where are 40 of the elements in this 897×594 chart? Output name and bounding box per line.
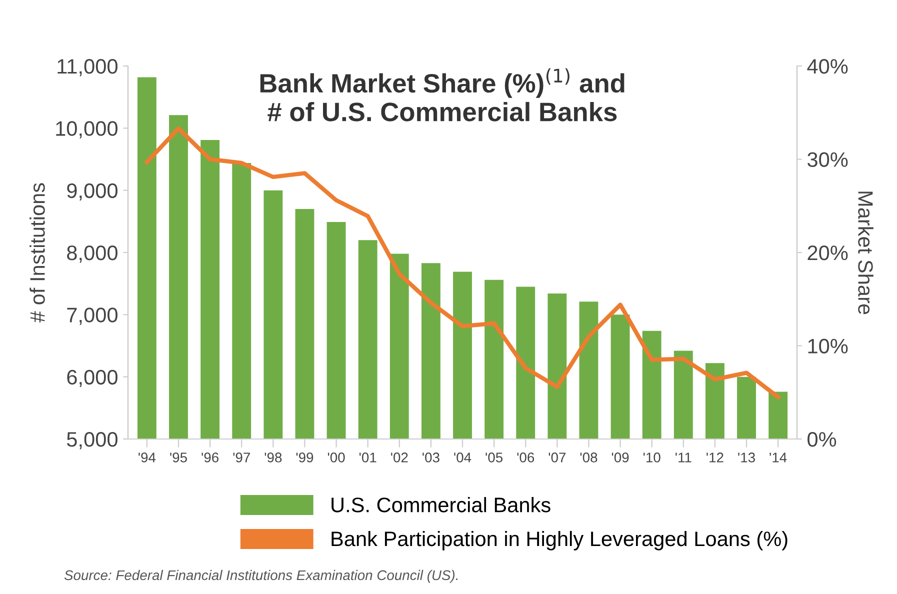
- source-note: Source: Federal Financial Institutions Examination Council (US).: [64, 570, 458, 583]
- y2-tick-label: 40%: [807, 59, 848, 74]
- x-tick-label: '07: [548, 452, 566, 462]
- x-tick-label: '96: [202, 452, 218, 462]
- text: Bank Market Share (%)$^{(1)}$ and # of U.S. Commercial Banks: [260, 68, 624, 122]
- legend-label: U.S. Commercial Banks: [332, 497, 550, 512]
- x-tick-label: '97: [233, 452, 250, 462]
- x-tick-label: '05: [486, 452, 503, 462]
- y2-tick-label: 20%: [808, 246, 848, 260]
- x-tick-label: '13: [738, 452, 755, 462]
- y2-axis-title: Market Share: [858, 192, 874, 314]
- x-tick-label: '00: [328, 452, 345, 462]
- x-tick-label: '12: [706, 452, 724, 462]
- y-tick-label: 7,000: [67, 308, 118, 325]
- x-tick-label: '04: [454, 452, 472, 462]
- x-tick-label: '02: [391, 452, 408, 462]
- x-tick-label: '14: [770, 452, 787, 462]
- y-tick-label: 8,000: [67, 246, 118, 263]
- x-tick-label: '11: [676, 452, 692, 462]
- x-tick-label: '94: [138, 452, 156, 462]
- legend-label: Bank Participation in Highly Leveraged Loans (%): [332, 530, 788, 550]
- y-tick-label: 11,000: [58, 59, 118, 76]
- x-tick-label: '03: [422, 452, 440, 462]
- y-axis-title: # of Institutions: [30, 183, 45, 322]
- y2-tick-label: 10%: [808, 338, 848, 354]
- x-tick-label: '01: [359, 452, 376, 462]
- y-tick-label: 5,000: [66, 432, 118, 450]
- y2-tick-label: 0%: [808, 432, 836, 447]
- y-tick-label: 6,000: [67, 370, 118, 388]
- x-tick-label: '06: [517, 452, 534, 462]
- x-tick-label: '99: [296, 452, 314, 462]
- x-tick-label: '08: [580, 452, 598, 462]
- x-tick-label: '95: [170, 452, 187, 462]
- x-tick-label: '10: [643, 452, 660, 462]
- line-series: [144, 126, 780, 400]
- y2-tick-label: 30%: [808, 152, 848, 168]
- y-tick-label: 9,000: [67, 183, 118, 201]
- y-tick-label: 10,000: [56, 121, 118, 138]
- x-tick-label: '98: [264, 452, 282, 462]
- x-tick-label: '09: [612, 452, 629, 462]
